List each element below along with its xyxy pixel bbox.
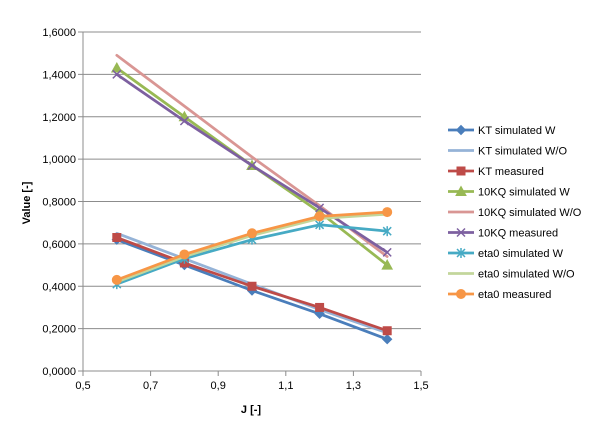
data-point-x (247, 160, 257, 171)
legend-item: eta0 simulated W/O (448, 269, 575, 281)
data-point-triangle (455, 185, 467, 196)
data-point-circle (382, 207, 393, 218)
data-point-x-stroke (179, 116, 189, 126)
x-tick-label: 0,5 (75, 380, 90, 392)
series-2 (112, 233, 392, 336)
legend-label: 10KQ simulated W (478, 187, 570, 199)
data-point-x-stroke (315, 203, 325, 213)
data-point-square (247, 281, 257, 291)
legend-item: eta0 simulated W (448, 248, 564, 260)
legend: KT simulated W KT simulated W/O KT measure… (448, 124, 582, 301)
data-point-x (382, 247, 392, 257)
gridlines (83, 31, 421, 372)
series-group (110, 53, 394, 345)
data-point-star (315, 219, 325, 230)
y-tick-label: 0,6000 (42, 239, 76, 251)
data-point-circle (456, 289, 466, 299)
y-tick-label: 1,4000 (42, 69, 76, 81)
legend-label: eta0 measured (478, 289, 551, 301)
series-8 (111, 207, 393, 285)
legend-item: KT simulated W (448, 124, 556, 137)
y-tick-label: 1,0000 (42, 154, 76, 166)
y-tick-label: 0,4000 (42, 281, 76, 293)
legend-label: eta0 simulated W (478, 248, 564, 260)
data-point-circle (111, 274, 122, 285)
data-point-square (456, 166, 466, 176)
data-point-diamond (455, 124, 467, 136)
data-point-circle (179, 249, 190, 260)
legend-label: eta0 simulated W/O (478, 269, 575, 281)
series-5 (112, 69, 392, 257)
data-point-x-stroke (112, 69, 122, 79)
y-tick-label: 1,6000 (42, 27, 76, 39)
y-tick-label: 1,2000 (42, 112, 76, 124)
legend-item: eta0 measured (448, 289, 551, 301)
data-point-circle (247, 228, 257, 239)
data-point-x (179, 116, 189, 126)
y-tick-label: 0,2000 (42, 324, 76, 336)
data-point-x (315, 203, 325, 213)
y-axis-title: Value [-] (21, 181, 33, 224)
legend-label: KT simulated W (478, 125, 556, 137)
x-tick-label: 1,1 (278, 380, 293, 392)
legend-item: 10KQ simulated W (448, 185, 570, 199)
data-point-star (382, 226, 392, 237)
x-tick-label: 1,3 (346, 380, 361, 392)
data-point-x-stroke (247, 160, 257, 171)
legend-label: KT measured (478, 166, 544, 178)
data-point-star (456, 248, 466, 258)
x-tick-label: 0,7 (143, 380, 158, 392)
x-tick-label: 1,5 (413, 380, 428, 392)
x-tick-label: 0,9 (211, 380, 226, 392)
data-point-square (112, 233, 122, 243)
data-point-x (456, 227, 466, 238)
legend-item: 10KQ measured (448, 228, 558, 240)
axes: 0,0000 0,2000 0,4000 0,6000 0,8000 1,0000 1,20… (42, 27, 428, 392)
data-point-x (112, 69, 122, 79)
data-point-square (382, 326, 392, 336)
data-point-circle (314, 211, 325, 222)
data-point-triangle (381, 259, 394, 270)
data-point-triangle (110, 61, 123, 73)
legend-label: 10KQ simulated W/O (478, 207, 582, 219)
data-point-diamond (381, 334, 393, 345)
legend-label: 10KQ measured (478, 228, 558, 240)
legend-item: 10KQ simulated W/O (448, 207, 582, 219)
legend-item: KT simulated W/O (448, 146, 567, 158)
data-point-x-stroke (382, 247, 392, 257)
y-tick-label: 0,8000 (42, 197, 76, 209)
legend-label: KT simulated W/O (478, 146, 567, 158)
x-axis-title: J [-] (241, 404, 262, 416)
y-tick-label: 0,0000 (42, 366, 76, 378)
data-point-x-stroke (456, 227, 466, 238)
data-point-square (315, 302, 325, 312)
legend-item: KT measured (448, 166, 544, 178)
